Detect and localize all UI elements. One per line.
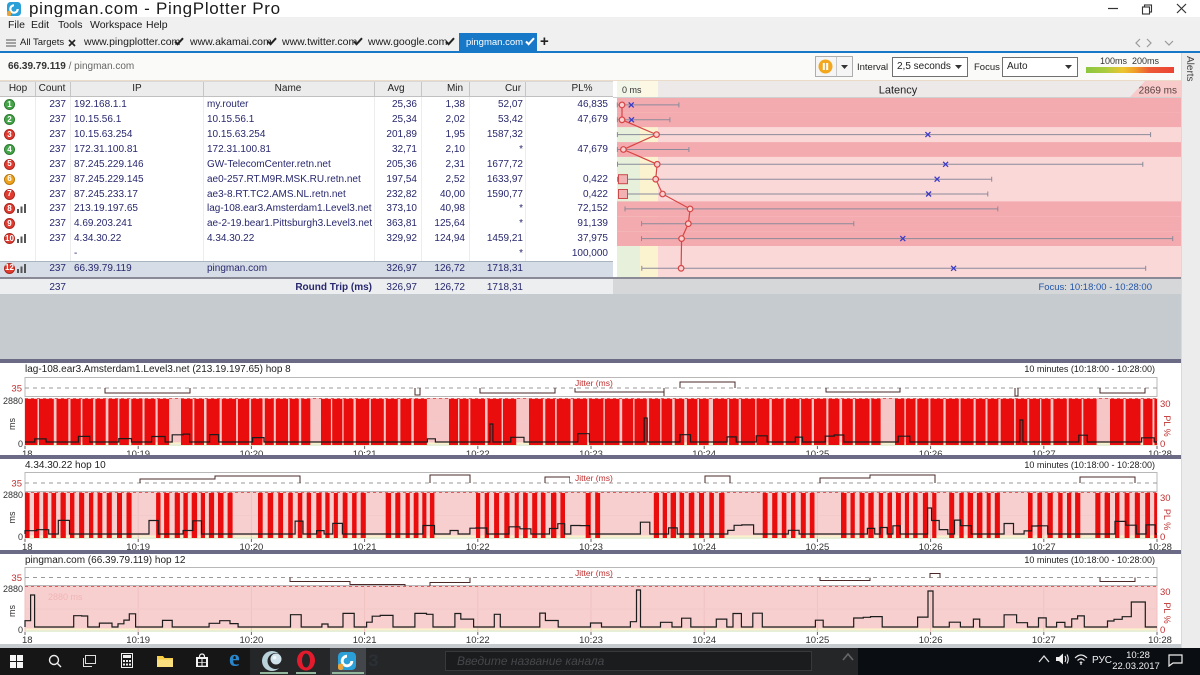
svg-text:30: 30 <box>1160 493 1171 504</box>
svg-text:10:27: 10:27 <box>1032 542 1056 551</box>
svg-text:10:24: 10:24 <box>692 449 716 458</box>
svg-text:0: 0 <box>1160 625 1165 636</box>
svg-text:10:20: 10:20 <box>240 635 264 644</box>
svg-text:PL %: PL % <box>1162 415 1172 436</box>
svg-text:10:26: 10:26 <box>919 449 943 458</box>
svg-text:10:21: 10:21 <box>353 635 377 644</box>
svg-text:10:20: 10:20 <box>240 449 264 458</box>
svg-text:10:27: 10:27 <box>1032 635 1056 644</box>
svg-text:18: 18 <box>22 449 33 458</box>
svg-text:35: 35 <box>11 573 22 584</box>
svg-text:2880: 2880 <box>3 396 23 406</box>
svg-text:10:24: 10:24 <box>692 635 716 644</box>
svg-text:18: 18 <box>22 542 33 551</box>
svg-text:10:25: 10:25 <box>806 635 830 644</box>
svg-text:ms: ms <box>7 418 17 430</box>
svg-text:35: 35 <box>11 384 22 395</box>
svg-text:2869 ms: 2869 ms <box>1139 86 1177 97</box>
svg-text:10:23: 10:23 <box>579 635 603 644</box>
svg-text:30: 30 <box>1160 399 1171 410</box>
svg-text:10:19: 10:19 <box>126 635 150 644</box>
svg-text:10:19: 10:19 <box>126 449 150 458</box>
svg-text:10:28: 10:28 <box>1148 449 1172 458</box>
svg-text:Jitter (ms): Jitter (ms) <box>575 378 613 388</box>
svg-text:0: 0 <box>1160 532 1165 543</box>
svg-text:10:28: 10:28 <box>1148 635 1172 644</box>
svg-text:10:22: 10:22 <box>466 449 490 458</box>
svg-text:0: 0 <box>18 439 23 449</box>
svg-text:10:21: 10:21 <box>353 449 377 458</box>
svg-text:10:22: 10:22 <box>466 635 490 644</box>
svg-text:PL %: PL % <box>1162 602 1172 623</box>
svg-text:10:25: 10:25 <box>806 542 830 551</box>
svg-text:35: 35 <box>11 479 22 490</box>
svg-text:10:20: 10:20 <box>240 542 264 551</box>
svg-text:0 ms: 0 ms <box>622 85 642 95</box>
svg-text:0: 0 <box>18 532 23 542</box>
svg-text:10:23: 10:23 <box>579 542 603 551</box>
svg-text:0: 0 <box>18 625 23 635</box>
svg-text:2880: 2880 <box>3 490 23 500</box>
svg-text:18: 18 <box>22 635 33 644</box>
svg-text:Jitter (ms): Jitter (ms) <box>575 473 613 483</box>
svg-text:Latency: Latency <box>879 85 918 97</box>
svg-text:10:19: 10:19 <box>126 542 150 551</box>
svg-text:10:26: 10:26 <box>919 542 943 551</box>
svg-text:2880 ms: 2880 ms <box>48 592 83 602</box>
svg-text:ms: ms <box>7 511 17 523</box>
svg-text:Jitter (ms): Jitter (ms) <box>575 568 613 578</box>
svg-text:10:26: 10:26 <box>919 635 943 644</box>
svg-text:ms: ms <box>7 605 17 617</box>
svg-text:10:24: 10:24 <box>692 542 716 551</box>
svg-text:10:27: 10:27 <box>1032 449 1056 458</box>
svg-text:10:21: 10:21 <box>353 542 377 551</box>
svg-text:PL %: PL % <box>1162 509 1172 530</box>
svg-text:0: 0 <box>1160 439 1165 450</box>
svg-text:10:22: 10:22 <box>466 542 490 551</box>
svg-text:10:23: 10:23 <box>579 449 603 458</box>
svg-text:2880: 2880 <box>3 584 23 594</box>
svg-text:30: 30 <box>1160 587 1171 598</box>
svg-text:10:28: 10:28 <box>1148 542 1172 551</box>
svg-text:10:25: 10:25 <box>806 449 830 458</box>
